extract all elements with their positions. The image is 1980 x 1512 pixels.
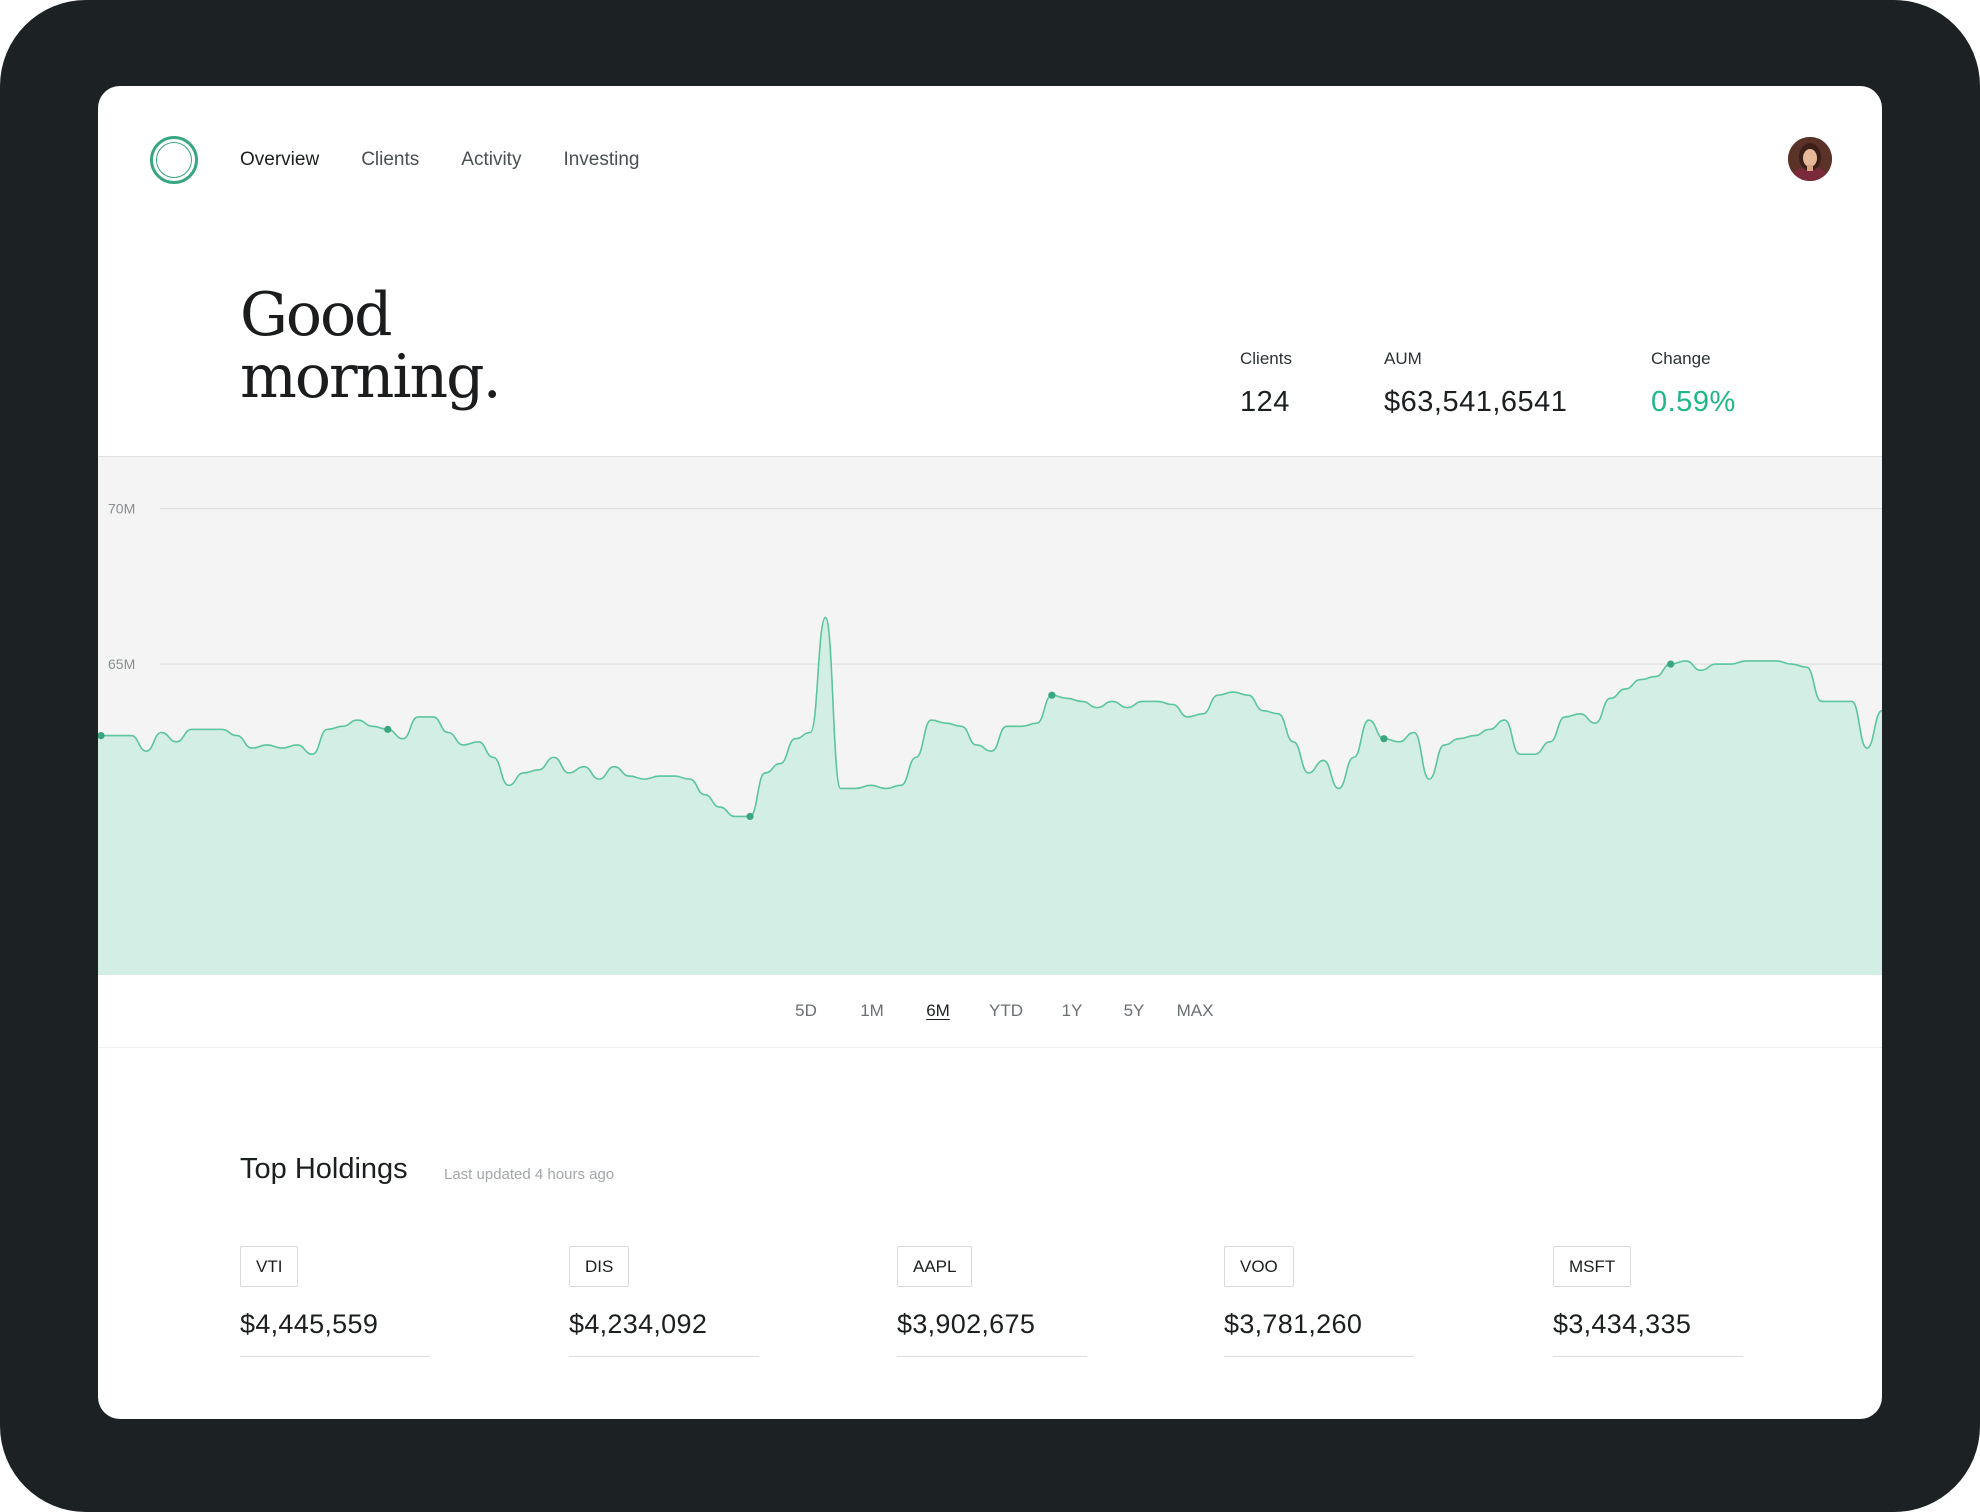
aum-chart[interactable]: 70M65M60M [98, 456, 1882, 1060]
stat-change-value: 0.59% [1651, 386, 1736, 418]
chart-point-marker[interactable] [1048, 691, 1056, 699]
chart-point-marker[interactable] [746, 812, 754, 821]
nav-item-activity[interactable]: Activity [461, 149, 522, 170]
stat-clients: Clients 124 [1240, 348, 1292, 419]
nav-item-overview[interactable]: Overview [240, 149, 320, 170]
range-option-max[interactable]: MAX [1176, 1001, 1214, 1020]
nav-item-clients[interactable]: Clients [361, 149, 420, 170]
chart-point-marker[interactable] [384, 725, 392, 733]
stat-aum-label: AUM [1384, 349, 1422, 368]
holding-value: $3,902,675 [897, 1309, 1036, 1339]
holdings-title: Top Holdings [240, 1153, 408, 1185]
holding-ticker[interactable]: MSFT [1553, 1246, 1632, 1287]
holding-divider [569, 1356, 759, 1357]
chart-point-marker[interactable] [1667, 660, 1675, 668]
nav-item-investing[interactable]: Investing [563, 149, 640, 170]
holding-card[interactable]: MSFT $3,434,335 [1553, 1246, 1743, 1357]
main-nav: Overview Clients Activity Investing [240, 146, 640, 174]
chart-area-fill [98, 617, 1882, 975]
holding-ticker[interactable]: VTI [240, 1246, 299, 1287]
greeting-line-2: morning. [240, 342, 502, 412]
greeting-line-1: Good [240, 280, 393, 350]
range-option-5d[interactable]: 5D [795, 1001, 817, 1020]
greeting-heading: Good morning. [240, 284, 600, 408]
holding-card[interactable]: AAPL $3,902,675 [897, 1246, 1087, 1357]
holding-card[interactable]: VOO $3,781,260 [1224, 1246, 1414, 1357]
stat-clients-value: 124 [1240, 386, 1290, 418]
avatar-portrait-icon [1788, 137, 1832, 181]
range-option-1y[interactable]: 1Y [1061, 1001, 1083, 1020]
chart-point-marker[interactable] [98, 732, 105, 740]
range-option-6m[interactable]: 6M [926, 1001, 950, 1020]
chart-point-marker[interactable] [1380, 735, 1388, 743]
range-option-5y[interactable]: 5Y [1123, 1001, 1145, 1020]
holding-divider [240, 1356, 430, 1357]
range-option-ytd[interactable]: YTD [989, 1001, 1023, 1020]
holding-value: $3,781,260 [1224, 1309, 1363, 1339]
holding-value: $4,234,092 [569, 1309, 708, 1339]
chart-y-tick-label: 65M [108, 656, 135, 672]
stat-clients-label: Clients [1240, 349, 1292, 368]
stat-change: Change 0.59% [1651, 348, 1736, 419]
stat-change-label: Change [1651, 349, 1711, 368]
range-selector: 5D 1M 6M YTD 1Y 5Y MAX [98, 974, 1882, 1048]
ring-logo-icon[interactable] [150, 136, 198, 184]
holding-card[interactable]: DIS $4,234,092 [569, 1246, 759, 1357]
app-screen: Overview Clients Activity Investing Good… [98, 86, 1882, 1419]
range-options: 5D 1M 6M YTD 1Y 5Y MAX [773, 1000, 1225, 1022]
holding-value: $4,445,559 [240, 1309, 379, 1339]
user-avatar[interactable] [1788, 137, 1832, 181]
holding-divider [1553, 1356, 1743, 1357]
holding-value: $3,434,335 [1553, 1309, 1692, 1339]
holding-ticker[interactable]: DIS [569, 1246, 630, 1287]
holding-divider [897, 1356, 1087, 1357]
holding-ticker[interactable]: AAPL [897, 1246, 973, 1287]
range-option-1m[interactable]: 1M [860, 1001, 884, 1020]
chart-y-tick-label: 70M [108, 501, 135, 517]
holding-divider [1224, 1356, 1414, 1357]
stat-aum-value: $63,541,6541 [1384, 386, 1568, 418]
chart-series-line [101, 616, 1882, 818]
aum-chart-svg: 70M65M60M [98, 457, 1882, 975]
holdings-updated: Last updated 4 hours ago [444, 1166, 615, 1183]
holding-ticker[interactable]: VOO [1224, 1246, 1294, 1287]
stat-aum: AUM $63,541,6541 [1384, 348, 1567, 419]
holding-card[interactable]: VTI $4,445,559 [240, 1246, 430, 1357]
